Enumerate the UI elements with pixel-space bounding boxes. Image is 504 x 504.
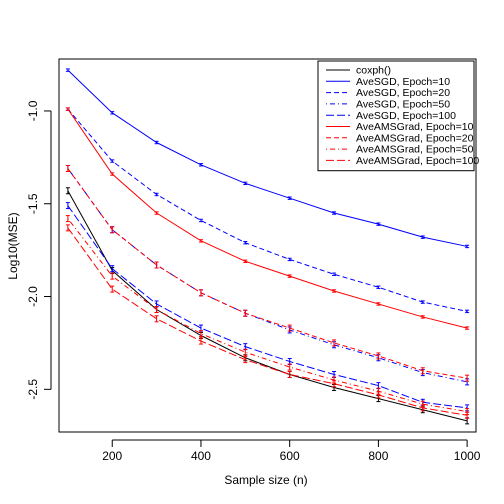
series-line [67,168,468,379]
y-tick-label: -2.5 [26,379,40,400]
series-3 [65,164,470,386]
x-tick-label: 800 [368,449,388,463]
legend-box [317,60,475,172]
x-tick-label: 600 [280,449,300,463]
x-tick-label: 400 [191,449,211,463]
legend-label: AveAMSGrad, Epoch=10 [356,121,474,133]
y-axis-label: Log10(MSE) [6,212,20,279]
legend-label: AveAMSGrad, Epoch=20 [356,132,474,144]
series-6 [65,164,470,382]
series-5 [65,107,470,330]
y-tick-label: -1.0 [26,100,40,121]
legend-label: AveSGD, Epoch=100 [356,110,456,122]
series-1 [65,68,470,249]
y-tick-label: -1.5 [26,193,40,214]
plot-frame [58,58,477,433]
series-7 [65,215,470,416]
legend-label: AveSGD, Epoch=20 [356,87,450,99]
series-line [67,205,468,409]
series-line [67,108,468,329]
series-8 [65,224,470,419]
series-layer [65,68,470,425]
series-line [67,227,468,416]
x-axis-label: Sample size (n) [224,473,307,487]
series-0 [65,187,470,425]
series-line [67,69,468,247]
series-line [67,190,468,422]
series-line [67,108,468,312]
y-tick-label: -2.0 [26,286,40,307]
series-4 [65,202,470,412]
legend-label: coxph() [356,65,391,77]
x-tick-label: 1000 [454,449,481,463]
x-axis: 200 400 600 800 1000 [102,439,481,463]
series-line [67,168,468,383]
y-axis: -1.0 -1.5 -2.0 -2.5 [26,100,52,400]
legend-label: AveAMSGrad, Epoch=100 [356,155,479,167]
x-tick-label: 200 [102,449,122,463]
legend-label: AveSGD, Epoch=10 [356,76,450,88]
legend-label: AveAMSGrad, Epoch=50 [356,144,474,156]
series-line [67,218,468,413]
legend-label: AveSGD, Epoch=50 [356,99,450,111]
